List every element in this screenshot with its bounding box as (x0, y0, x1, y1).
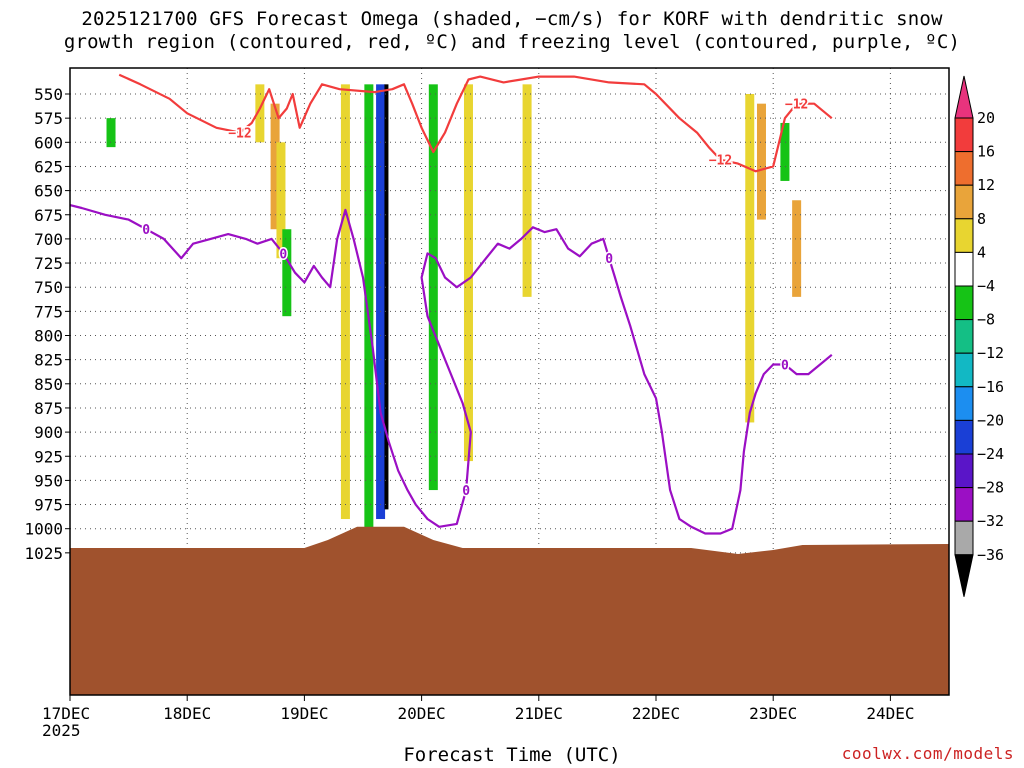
x-tick-label-2: 19DEC (280, 704, 328, 723)
colorbar-swatch-13 (954, 520, 974, 556)
x-tick-label-0: 17DEC (42, 704, 90, 723)
y-tick-label-8: 750 (34, 278, 63, 297)
dgz-label-2: −12 (709, 154, 732, 169)
omega-region-6 (364, 84, 374, 529)
x-tick-label-7: 24DEC (866, 704, 914, 723)
colorbar-label-9: −20 (977, 411, 1004, 429)
y-tick-label-11: 825 (34, 351, 63, 370)
title-line-2: growth region (contoured, red, ºC) and f… (63, 31, 961, 53)
colorbar-swatch-5 (954, 251, 974, 287)
colorbar-label-11: −28 (977, 479, 1004, 497)
y-tick-label-5: 675 (34, 206, 63, 225)
colorbar-label-10: −24 (977, 445, 1004, 463)
colorbar-bottom-arrow (954, 554, 974, 597)
chart-title: 2025121700 GFS Forecast Omega (shaded, −… (0, 8, 1024, 54)
dgz-contour-line (118, 73, 833, 173)
colorbar-swatch-1 (954, 117, 974, 153)
y-tick-label-9: 775 (34, 302, 63, 321)
x-year-label: 2025 (42, 721, 81, 740)
x-tick-label-1: 18DEC (163, 704, 211, 723)
colorbar-label-1: 16 (977, 143, 995, 161)
dgz-label-3: −12 (785, 98, 808, 113)
x-tick-label-3: 20DEC (398, 704, 446, 723)
x-tick-label-6: 23DEC (749, 704, 797, 723)
colorbar-label-13: −36 (977, 546, 1004, 564)
omega-region-4 (282, 229, 292, 317)
y-tick-label-16: 950 (34, 471, 63, 490)
omega-region-10 (463, 84, 473, 462)
terrain-fill (70, 526, 949, 695)
plot-area: −12 −12 −12 0 0 0 0 0 (70, 68, 949, 695)
colorbar-swatch-3 (954, 184, 974, 220)
colorbar-swatch-9 (954, 386, 974, 421)
colorbar-label-8: −16 (977, 378, 1004, 396)
title-line-1: 2025121700 GFS Forecast Omega (shaded, −… (81, 8, 943, 30)
y-tick-label-12: 850 (34, 375, 63, 394)
y-tick-label-10: 800 (34, 327, 63, 346)
y-tick-label-13: 875 (34, 399, 63, 418)
colorbar-label-6: −8 (977, 311, 995, 329)
omega-region-0 (106, 118, 116, 148)
omega-region-1 (255, 84, 265, 143)
colorbar-label-4: 4 (977, 243, 986, 261)
y-tick-label-1: 575 (34, 109, 63, 128)
y-tick-label-7: 725 (34, 254, 63, 273)
dgz-label-1: −12 (228, 127, 251, 142)
colorbar-top-arrow (954, 75, 974, 119)
y-tick-label-18: 1000 (24, 520, 63, 539)
omega-region-15 (792, 200, 802, 297)
y-tick-label-3: 625 (34, 157, 63, 176)
colorbar-label-7: −12 (977, 344, 1004, 362)
freezing-label-5: 0 (781, 358, 789, 373)
colorbar-swatch-2 (954, 151, 974, 186)
omega-region-3 (276, 142, 286, 259)
colorbar-swatch-12 (954, 487, 974, 522)
colorbar-label-2: 12 (977, 176, 995, 194)
colorbar-label-3: 8 (977, 210, 986, 228)
omega-region-14 (780, 122, 790, 181)
x-axis-label: Forecast Time (UTC) (403, 744, 621, 766)
omega-region-11 (522, 84, 532, 297)
y-tick-label-2: 600 (34, 133, 63, 152)
y-tick-label-15: 925 (34, 447, 63, 466)
x-tick-label-5: 22DEC (632, 704, 680, 723)
plot-frame (69, 67, 950, 696)
colorbar-swatch-6 (954, 285, 974, 321)
colorbar-swatch-7 (954, 319, 974, 354)
y-tick-label-6: 700 (34, 230, 63, 249)
omega-region-5 (340, 84, 350, 520)
colorbar-swatch-11 (954, 453, 974, 489)
credit-link[interactable]: coolwx.com/models (841, 744, 1014, 763)
colorbar-label-5: −4 (977, 277, 995, 295)
freezing-label-1: 0 (142, 223, 150, 238)
x-tick-label-4: 21DEC (515, 704, 563, 723)
y-tick-label-14: 900 (34, 423, 63, 442)
colorbar-label-12: −32 (977, 512, 1004, 530)
colorbar-swatch-10 (954, 419, 974, 455)
freezing-label-4: 0 (605, 252, 613, 267)
colorbar-swatch-4 (954, 218, 974, 253)
y-tick-label-17: 975 (34, 496, 63, 515)
freezing-level-line (70, 204, 833, 535)
omega-region-13 (756, 103, 766, 220)
y-tick-label-19: 1025 (24, 544, 63, 563)
y-tick-label-0: 550 (34, 85, 63, 104)
omega-region-9 (428, 84, 438, 491)
colorbar-swatch-8 (954, 352, 974, 388)
omega-region-12 (745, 94, 755, 423)
freezing-label-3: 0 (462, 484, 470, 499)
omega-region-7 (376, 84, 386, 520)
colorbar-label-0: 20 (977, 109, 995, 127)
y-tick-label-4: 650 (34, 182, 63, 201)
freezing-label-2: 0 (279, 247, 287, 262)
omega-region-8 (384, 84, 389, 510)
